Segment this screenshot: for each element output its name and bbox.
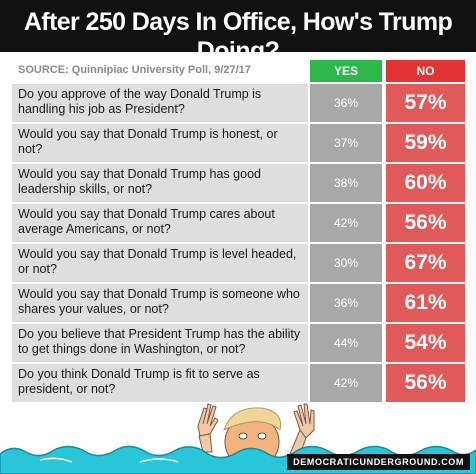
yes-value: 44% <box>310 324 382 362</box>
yes-value: 42% <box>310 204 382 242</box>
no-value: 59% <box>386 124 465 162</box>
question-cell: Would you say that Donald Trump has good… <box>12 164 308 202</box>
footer-credit: DEMOCRATICUNDERGROUND.COM <box>287 454 470 470</box>
question-text: Do you believe that President Trump has … <box>18 327 301 356</box>
question-cell: Would you say that Donald Trump is level… <box>12 244 308 282</box>
yes-value: 36% <box>310 84 382 122</box>
no-value: 54% <box>386 324 465 362</box>
question-text: Would you say that Donald Trump is level… <box>18 247 297 276</box>
question-cell: Would you say that Donald Trump cares ab… <box>12 204 308 242</box>
table-row: Would you say that Donald Trump has good… <box>12 164 465 202</box>
no-value: 61% <box>386 284 465 322</box>
yes-value: 30% <box>310 244 382 282</box>
table-row: Do you believe that President Trump has … <box>12 324 465 362</box>
question-text: Would you say that Donald Trump is hones… <box>18 127 278 156</box>
poll-table: SOURCE: Quinnipiac University Poll, 9/27… <box>12 60 465 405</box>
question-text: Would you say that Donald Trump cares ab… <box>18 207 275 236</box>
left-hand-icon <box>197 403 219 453</box>
question-text: Would you say that Donald Trump is someo… <box>18 287 300 316</box>
no-value: 56% <box>386 204 465 242</box>
source-label: SOURCE: Quinnipiac University Poll, 9/27… <box>18 64 251 76</box>
table-row: Would you say that Donald Trump is hones… <box>12 124 465 162</box>
yes-value: 36% <box>310 284 382 322</box>
question-text: Do you approve of the way Donald Trump i… <box>18 87 262 116</box>
table-row: Would you say that Donald Trump is someo… <box>12 284 465 322</box>
table-header: SOURCE: Quinnipiac University Poll, 9/27… <box>12 60 465 82</box>
no-value: 57% <box>386 84 465 122</box>
no-column-header: NO <box>386 60 465 82</box>
page-title: After 250 Days In Office, How's Trump Do… <box>23 8 453 65</box>
question-cell: Would you say that Donald Trump is hones… <box>12 124 308 162</box>
no-value: 67% <box>386 244 465 282</box>
table-row: Do you approve of the way Donald Trump i… <box>12 84 465 122</box>
yes-value: 37% <box>310 124 382 162</box>
no-value: 56% <box>386 364 465 402</box>
table-row: Would you say that Donald Trump is level… <box>12 244 465 282</box>
no-value: 60% <box>386 164 465 202</box>
title-bar: After 250 Days In Office, How's Trump Do… <box>0 0 476 65</box>
yes-value: 38% <box>310 164 382 202</box>
table-row: Do you think Donald Trump is fit to serv… <box>12 364 465 402</box>
question-text: Do you think Donald Trump is fit to serv… <box>18 367 260 396</box>
question-text: Would you say that Donald Trump has good… <box>18 167 261 196</box>
yes-value: 42% <box>310 364 382 402</box>
question-cell: Do you believe that President Trump has … <box>12 324 308 362</box>
question-cell: Would you say that Donald Trump is someo… <box>12 284 308 322</box>
question-cell: Do you think Donald Trump is fit to serv… <box>12 364 308 402</box>
table-row: Would you say that Donald Trump cares ab… <box>12 204 465 242</box>
yes-column-header: YES <box>310 60 382 82</box>
question-cell: Do you approve of the way Donald Trump i… <box>12 84 308 122</box>
